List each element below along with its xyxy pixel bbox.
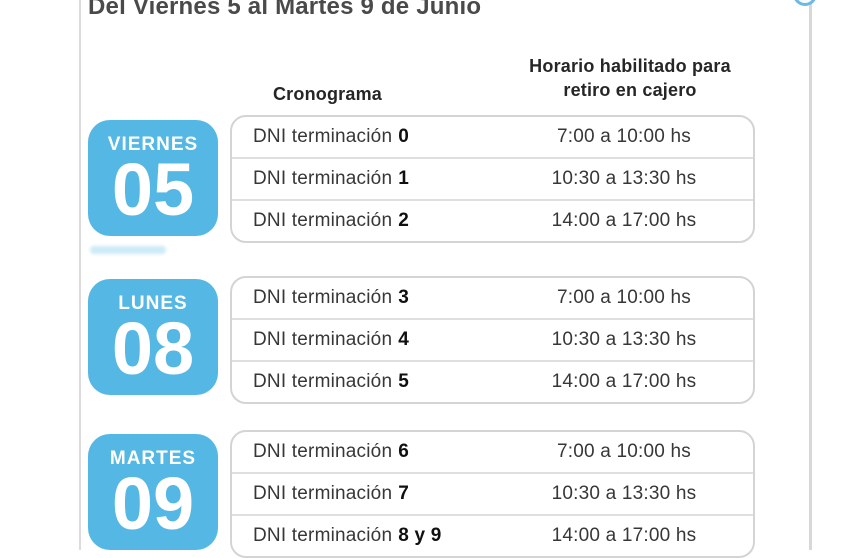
row-label: DNI terminación 8 y 9 bbox=[232, 525, 495, 547]
table-row: DNI terminación 8 y 9 14:00 a 17:00 hs bbox=[232, 514, 753, 556]
row-digit: 8 y 9 bbox=[398, 525, 442, 546]
row-time: 14:00 a 17:00 hs bbox=[551, 210, 697, 231]
schedule-table-viernes: DNI terminación 0 7:00 a 10:00 hs DNI ter… bbox=[230, 115, 755, 243]
schedule-table-lunes: DNI terminación 3 7:00 a 10:00 hs DNI ter… bbox=[230, 276, 755, 404]
day-box-shadow bbox=[90, 246, 166, 254]
row-time: 10:30 a 13:30 hs bbox=[551, 483, 697, 504]
column-header-horario-line2: retiro en cajero bbox=[563, 80, 697, 100]
day-name: LUNES bbox=[118, 293, 188, 315]
page-title: Del Viernes 5 al Martes 9 de Junio bbox=[88, 0, 482, 20]
row-digit: 4 bbox=[398, 329, 409, 350]
column-header-cronograma: Cronograma bbox=[272, 84, 382, 104]
row-label-text: DNI terminación bbox=[253, 371, 393, 392]
row-label-text: DNI terminación bbox=[253, 525, 393, 546]
day-name: VIERNES bbox=[107, 134, 199, 156]
row-label-text: DNI terminación bbox=[253, 287, 393, 308]
row-time: 14:00 a 17:00 hs bbox=[551, 371, 697, 392]
day-box-martes: MARTES 09 bbox=[88, 434, 218, 550]
row-label: DNI terminación 3 bbox=[232, 287, 495, 309]
row-digit: 2 bbox=[398, 210, 409, 231]
row-label-text: DNI terminación bbox=[253, 168, 393, 189]
day-number: 08 bbox=[111, 307, 195, 391]
row-label-text: DNI terminación bbox=[253, 126, 393, 147]
table-row: DNI terminación 2 14:00 a 17:00 hs bbox=[232, 199, 753, 241]
day-box-viernes: VIERNES 05 bbox=[88, 120, 218, 236]
row-label: DNI terminación 5 bbox=[232, 371, 495, 393]
table-row: DNI terminación 4 10:30 a 13:30 hs bbox=[232, 318, 753, 360]
page-right-border-line bbox=[809, 0, 812, 550]
table-row: DNI terminación 6 7:00 a 10:00 hs bbox=[232, 432, 753, 472]
table-row: DNI terminación 1 10:30 a 13:30 hs bbox=[232, 157, 753, 199]
day-number: 05 bbox=[111, 148, 195, 232]
column-header-horario-line1: Horario habilitado para bbox=[529, 56, 731, 76]
row-time: 14:00 a 17:00 hs bbox=[551, 525, 697, 546]
schedule-table-martes: DNI terminación 6 7:00 a 10:00 hs DNI ter… bbox=[230, 430, 755, 558]
row-time: 7:00 a 10:00 hs bbox=[557, 126, 691, 147]
day-name: MARTES bbox=[109, 448, 197, 470]
row-label: DNI terminación 1 bbox=[232, 168, 495, 190]
day-box-lunes: LUNES 08 bbox=[88, 279, 218, 395]
row-label: DNI terminación 7 bbox=[232, 483, 495, 505]
table-row: DNI terminación 0 7:00 a 10:00 hs bbox=[232, 117, 753, 157]
row-label-text: DNI terminación bbox=[253, 441, 393, 462]
row-digit: 1 bbox=[398, 168, 409, 189]
row-digit: 5 bbox=[398, 371, 409, 392]
row-time: 10:30 a 13:30 hs bbox=[551, 168, 697, 189]
row-time: 7:00 a 10:00 hs bbox=[557, 287, 691, 308]
row-digit: 6 bbox=[398, 441, 409, 462]
row-label: DNI terminación 0 bbox=[232, 126, 495, 148]
row-digit: 7 bbox=[398, 483, 409, 504]
partial-circle-icon bbox=[793, 0, 817, 6]
row-label-text: DNI terminación bbox=[253, 483, 393, 504]
row-time: 7:00 a 10:00 hs bbox=[557, 441, 691, 462]
table-row: DNI terminación 7 10:30 a 13:30 hs bbox=[232, 472, 753, 514]
row-time: 10:30 a 13:30 hs bbox=[551, 329, 697, 350]
row-label-text: DNI terminación bbox=[253, 329, 393, 350]
table-row: DNI terminación 5 14:00 a 17:00 hs bbox=[232, 360, 753, 402]
row-label: DNI terminación 6 bbox=[232, 441, 495, 463]
page-left-border-line bbox=[79, 0, 81, 550]
row-digit: 0 bbox=[398, 126, 409, 147]
row-label: DNI terminación 4 bbox=[232, 329, 495, 351]
table-row: DNI terminación 3 7:00 a 10:00 hs bbox=[232, 278, 753, 318]
day-number: 09 bbox=[111, 462, 195, 546]
row-digit: 3 bbox=[398, 287, 409, 308]
row-label: DNI terminación 2 bbox=[232, 210, 495, 232]
row-label-text: DNI terminación bbox=[253, 210, 393, 231]
column-header-horario: Horario habilitado para retiro en cajero bbox=[495, 54, 765, 102]
